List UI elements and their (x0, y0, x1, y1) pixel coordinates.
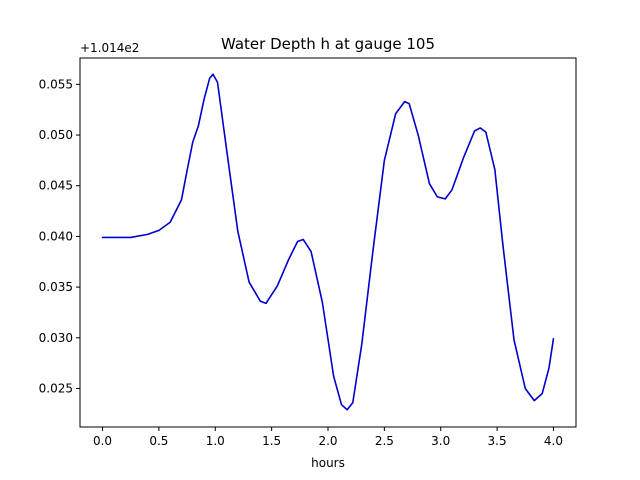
x-axis: 0.0 0.5 1.0 1.5 2.0 2.5 3.0 3.5 4.0 (93, 427, 563, 448)
x-tick-label: 1.5 (262, 434, 281, 448)
chart-title: Water Depth h at gauge 105 (221, 35, 435, 53)
series-line-0 (101, 73, 555, 411)
y-tick-label: 0.025 (39, 381, 73, 395)
x-tick-label: 4.0 (544, 434, 563, 448)
series-layer (101, 73, 555, 411)
x-tick-label: 2.5 (375, 434, 394, 448)
x-tick-label: 3.5 (488, 434, 507, 448)
y-axis-offset-label: +1.014e2 (80, 41, 139, 55)
y-tick-label: 0.050 (39, 128, 73, 142)
x-tick-label: 2.0 (318, 434, 337, 448)
y-axis: 0.025 0.030 0.035 0.040 0.045 0.050 0.055 (39, 77, 80, 395)
x-tick-label: 0.0 (93, 434, 112, 448)
y-tick-label: 0.030 (39, 331, 73, 345)
x-axis-label: hours (311, 456, 345, 470)
y-tick-label: 0.040 (39, 229, 73, 243)
plot-area (79, 57, 577, 428)
y-tick-label: 0.045 (39, 179, 73, 193)
y-tick-label: 0.055 (39, 77, 73, 91)
x-tick-label: 3.0 (431, 434, 450, 448)
y-tick-label: 0.035 (39, 280, 73, 294)
plot-background (80, 58, 576, 427)
x-tick-label: 0.5 (149, 434, 168, 448)
x-tick-label: 1.0 (206, 434, 225, 448)
